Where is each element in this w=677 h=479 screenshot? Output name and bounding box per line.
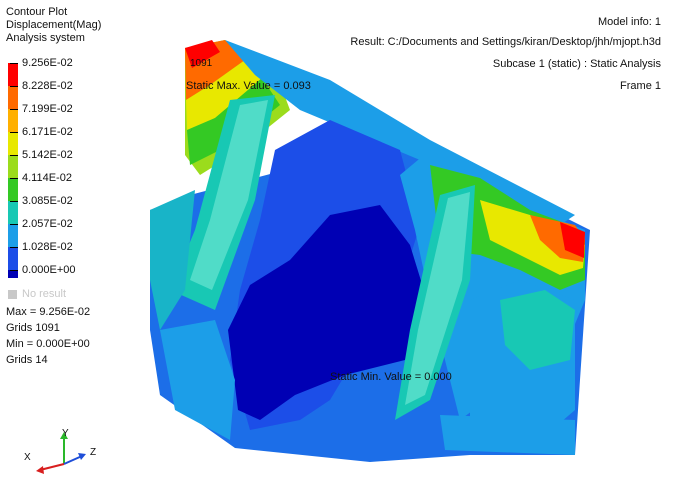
- model-left-rib-light: [190, 100, 268, 290]
- legend-tick-mark: [10, 109, 18, 110]
- legend-tick-mark: [10, 155, 18, 156]
- legend-swatch: [8, 178, 18, 201]
- legend-tick-mark: [10, 270, 18, 271]
- legend-tick-mark: [10, 201, 18, 202]
- min-grids-label: Grids 14: [6, 354, 48, 366]
- max-grids-label: Grids 1091: [6, 322, 60, 334]
- legend-tick-mark: [10, 132, 18, 133]
- min-value-label: Min = 0.000E+00: [6, 338, 90, 350]
- model-info-title: Model info: 1: [598, 16, 661, 28]
- legend-tick-label: 5.142E-02: [22, 149, 73, 161]
- legend-swatch: [8, 201, 18, 224]
- subcase-label: Subcase 1 (static) : Static Analysis: [492, 58, 661, 70]
- legend-swatch: [8, 247, 18, 270]
- model-right-max: [560, 222, 585, 258]
- legend-tick-mark: [10, 86, 18, 87]
- max-value-label: Max = 9.256E-02: [6, 306, 91, 318]
- model-right-lower-cyan: [500, 290, 575, 370]
- no-result-label: No result: [22, 288, 67, 300]
- legend-swatch: [8, 109, 18, 132]
- legend-tick-label: 7.199E-02: [22, 103, 73, 115]
- legend-tick-label: 4.114E-02: [22, 172, 72, 184]
- model-top-left-max: [185, 40, 220, 68]
- frame-label: Frame 1: [620, 80, 661, 92]
- model-bottom-ledge: [440, 415, 575, 455]
- legend-tick-mark: [10, 63, 18, 64]
- static-max-annotation: Static Max. Value = 0.093: [186, 80, 311, 92]
- model-center-min: [228, 205, 430, 420]
- x-axis-label: X: [24, 452, 31, 463]
- legend-swatch: [8, 270, 18, 278]
- legend-swatch: [8, 132, 18, 155]
- legend-tick-mark: [10, 224, 18, 225]
- legend-swatch: [8, 86, 18, 109]
- x-axis-arrow: [36, 466, 44, 474]
- model-left-face: [150, 190, 195, 330]
- max-node-id: 1091: [190, 58, 213, 69]
- model-bottom-left: [160, 320, 235, 440]
- model-top-left-yellow: [186, 60, 262, 130]
- legend-title-line2: Displacement(Mag): [6, 19, 102, 31]
- model-right-rib-light: [405, 192, 470, 405]
- legend-tick-label: 8.228E-02: [22, 80, 73, 92]
- legend-tick-label: 6.171E-02: [22, 126, 73, 138]
- legend-tick-label: 3.085E-02: [22, 195, 73, 207]
- legend-color-bar: [8, 63, 18, 278]
- legend-swatch: [8, 224, 18, 247]
- y-axis-label: Y: [62, 428, 69, 439]
- axis-triad: [36, 432, 86, 474]
- legend-title-line1: Contour Plot: [6, 6, 68, 18]
- z-axis-line: [63, 455, 83, 465]
- z-axis-arrow: [78, 453, 86, 460]
- legend-tick-label: 0.000E+00: [22, 264, 76, 276]
- legend-tick-mark: [10, 247, 18, 248]
- legend-swatch: [8, 63, 18, 86]
- x-axis-line: [39, 463, 65, 471]
- legend-title-line3: Analysis system: [6, 32, 85, 44]
- model-top-slab: [225, 40, 575, 225]
- legend-swatch: [8, 155, 18, 178]
- result-path: Result: C:/Documents and Settings/kiran/…: [350, 36, 661, 48]
- no-result-swatch: [8, 290, 17, 299]
- y-axis-arrow: [60, 432, 68, 439]
- legend-tick-label: 2.057E-02: [22, 218, 73, 230]
- static-min-annotation: Static Min. Value = 0.000: [330, 371, 452, 383]
- legend-tick-label: 9.256E-02: [22, 57, 73, 69]
- legend-tick-label: 1.028E-02: [22, 241, 73, 253]
- z-axis-label: Z: [90, 447, 97, 458]
- legend-tick-mark: [10, 178, 18, 179]
